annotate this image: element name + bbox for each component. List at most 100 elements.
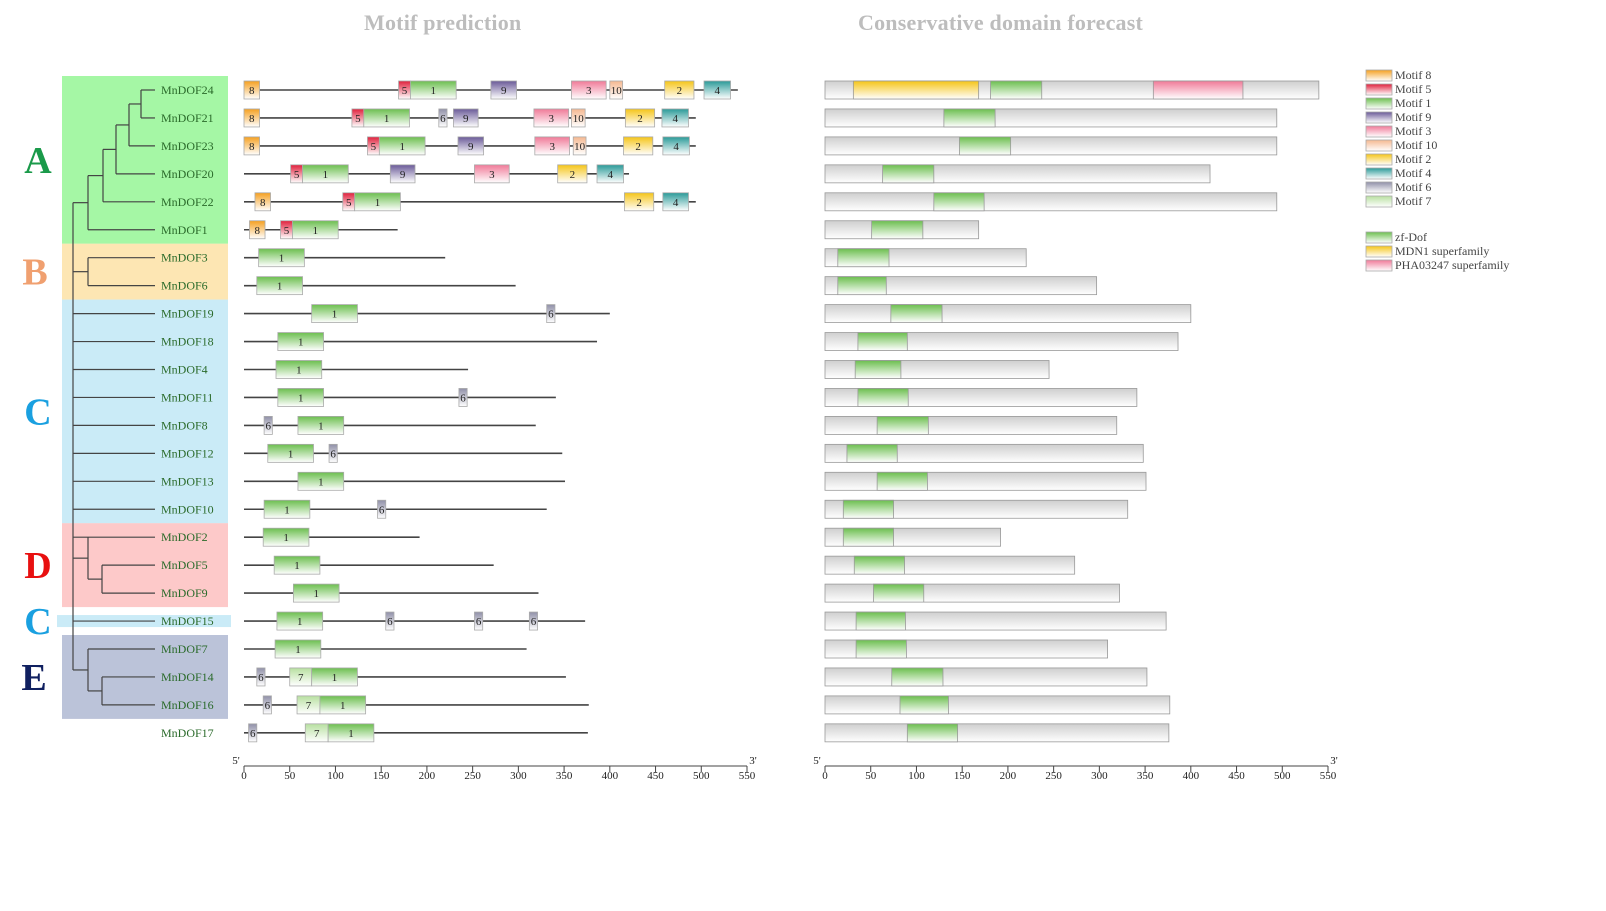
motif-2-box: [624, 108, 656, 128]
gene-label: MnDOF3: [161, 251, 208, 265]
gene-label: MnDOF20: [161, 167, 214, 181]
protein-bar: [824, 304, 1192, 324]
motif-4-box: [662, 192, 689, 212]
domain-mdn1: [852, 80, 980, 100]
motif-number: 7: [314, 728, 320, 740]
domain-zf-dof: [890, 304, 943, 324]
motif-6-box: [385, 611, 395, 631]
domain-zf-dof: [846, 443, 898, 463]
axis-tick-label: 150: [954, 770, 971, 782]
motif-6-box: [546, 304, 556, 324]
axis-tick-label: 200: [419, 770, 436, 782]
motif-2-box: [664, 80, 695, 100]
legend-label: Motif 8: [1395, 68, 1431, 82]
motif-number: 3: [489, 169, 495, 181]
motif-number: 1: [318, 476, 324, 488]
motif-number: 4: [715, 85, 721, 97]
motif-number: 3: [549, 141, 555, 153]
motif-1-box: [311, 667, 358, 687]
axis-tick-label: 250: [464, 770, 481, 782]
gene-row: MnDOF10 1 6: [161, 499, 1129, 519]
legend-swatch: [1365, 83, 1393, 96]
motif-number: 10: [574, 141, 586, 153]
axis-tick-label: 0: [822, 770, 828, 782]
motif-1-box: [276, 611, 324, 631]
motif-number: 8: [255, 225, 261, 237]
motif-number: 5: [294, 169, 300, 181]
domain-zf-dof: [837, 248, 890, 268]
motif-number: 1: [277, 281, 283, 293]
gene-row: MnDOF18 1: [161, 332, 1179, 351]
motif-1-box: [277, 388, 324, 407]
axis-tick-label: 550: [739, 770, 756, 782]
axis-tick-label: 300: [1091, 770, 1108, 782]
axis-tick-label: 450: [647, 770, 664, 782]
motif-2-box: [623, 136, 654, 156]
clade-background: [62, 243, 228, 300]
domain-zf-dof: [876, 471, 928, 491]
three-prime-label: 3': [1330, 755, 1338, 767]
motif-number: 1: [297, 616, 303, 628]
axis-tick-label: 350: [1137, 770, 1154, 782]
protein-bar: [824, 499, 1129, 519]
domain-zf-dof: [837, 276, 887, 296]
domain-zf-dof: [876, 415, 929, 435]
motif-number: 1: [295, 644, 301, 656]
gene-label: MnDOF7: [161, 642, 208, 656]
motif-number: 6: [265, 420, 271, 432]
motif-number: 1: [313, 588, 319, 600]
motif-number: 6: [258, 672, 264, 684]
legend-swatch: [1365, 139, 1393, 152]
gene-row: MnDOF2 1: [161, 527, 1001, 547]
domain-zf-dof: [855, 639, 907, 659]
motif-3-box: [533, 108, 570, 128]
gene-row: MnDOF14 6 7 1: [161, 667, 1148, 687]
domain-zf-dof: [891, 667, 944, 687]
motif-9-box: [389, 164, 416, 184]
motif-number: 1: [284, 504, 290, 516]
legend-swatch: [1365, 181, 1393, 194]
gene-row: MnDOF9 1: [161, 583, 1120, 603]
motif-1-box: [258, 248, 305, 268]
motif-number: 2: [636, 197, 642, 209]
motif-number: 2: [677, 85, 683, 97]
axis-tick-label: 500: [693, 770, 710, 782]
legend-label: Motif 6: [1395, 180, 1431, 194]
motif-number: 6: [330, 448, 336, 460]
motif-number: 8: [260, 197, 266, 209]
gene-row: MnDOF15 1 6 6 6: [161, 611, 1167, 631]
legend-swatch: [1365, 167, 1393, 180]
motif-4-box: [596, 164, 624, 184]
motif-1-box: [267, 443, 314, 463]
legend-swatch: [1365, 195, 1393, 208]
motif-2-box: [624, 192, 655, 212]
motif-number: 1: [332, 672, 338, 684]
motif-number: 1: [431, 85, 437, 97]
gene-row: MnDOF21 8 5 1 6 9 3 10 2 4: [161, 108, 1278, 128]
gene-row: MnDOF23 8 5 1 9 3 10 2 4: [161, 136, 1278, 156]
motif-number: 1: [348, 728, 354, 740]
protein-bar: [824, 108, 1278, 128]
motif-number: 9: [463, 113, 469, 125]
motif-number: 6: [440, 113, 446, 125]
motif-8-box: [243, 108, 260, 128]
motif-6-box: [438, 108, 448, 128]
motif-number: 1: [283, 532, 289, 544]
clade-label: A: [24, 140, 52, 182]
legend-swatch: [1365, 231, 1393, 244]
axis-tick-label: 500: [1274, 770, 1291, 782]
axis-tick-label: 250: [1045, 770, 1062, 782]
motif-number: 4: [608, 169, 614, 181]
gene-row: MnDOF6 1: [161, 276, 1098, 296]
gene-label: MnDOF23: [161, 139, 214, 153]
gene-label: MnDOF24: [161, 83, 214, 97]
motif-3-box: [571, 80, 607, 100]
domain-zf-dof: [906, 723, 959, 743]
clade-label: E: [21, 657, 46, 699]
gene-label: MnDOF2: [161, 530, 208, 544]
motif-1-box: [263, 499, 311, 519]
motif-4-box: [662, 136, 690, 156]
motif-1-box: [363, 108, 410, 128]
gene-label: MnDOF17: [161, 726, 214, 740]
motif-1-box: [311, 304, 358, 324]
